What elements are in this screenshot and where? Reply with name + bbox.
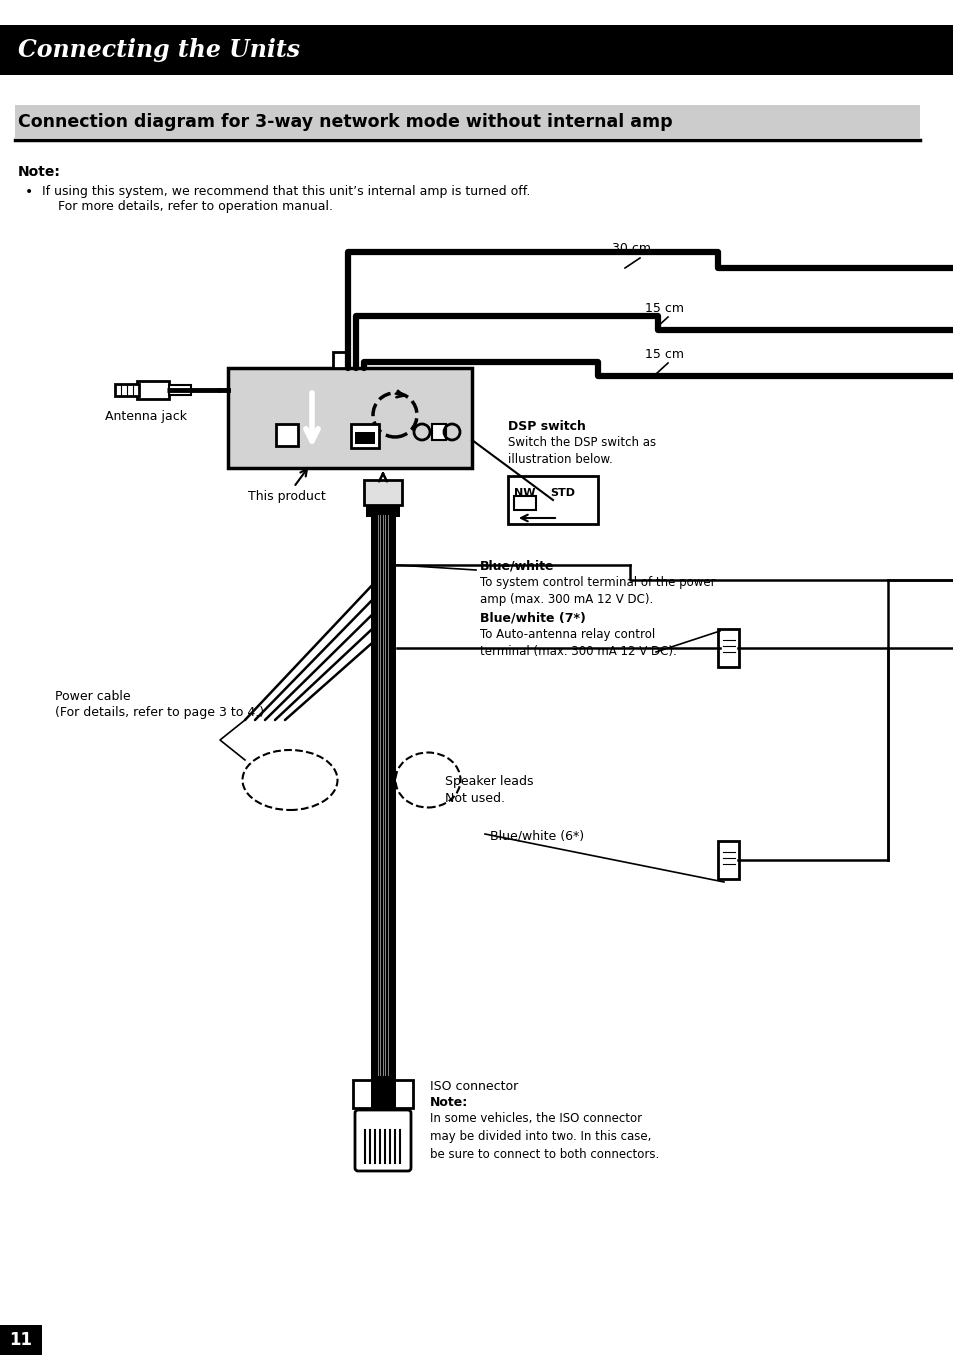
FancyBboxPatch shape bbox=[137, 381, 169, 398]
Text: To Auto-antenna relay control
terminal (max. 300 mA 12 V DC).: To Auto-antenna relay control terminal (… bbox=[479, 627, 676, 659]
Text: Connecting the Units: Connecting the Units bbox=[18, 38, 299, 62]
Bar bbox=[364, 480, 401, 505]
FancyBboxPatch shape bbox=[718, 629, 739, 667]
Text: Power cable: Power cable bbox=[55, 690, 131, 703]
Text: If using this system, we recommend that this unit’s internal amp is turned off.: If using this system, we recommend that … bbox=[42, 186, 530, 198]
Text: Speaker leads: Speaker leads bbox=[444, 775, 533, 789]
Text: ISO connector: ISO connector bbox=[430, 1080, 517, 1093]
Text: NW: NW bbox=[514, 488, 535, 499]
FancyBboxPatch shape bbox=[275, 424, 297, 446]
Text: 11: 11 bbox=[10, 1331, 32, 1350]
Text: In some vehicles, the ISO connector
may be divided into two. In this case,
be su: In some vehicles, the ISO connector may … bbox=[430, 1112, 659, 1161]
Text: Connection diagram for 3-way network mode without internal amp: Connection diagram for 3-way network mod… bbox=[18, 112, 672, 131]
FancyBboxPatch shape bbox=[115, 383, 139, 396]
FancyBboxPatch shape bbox=[718, 840, 739, 878]
Bar bbox=[333, 352, 349, 369]
Text: •: • bbox=[25, 186, 33, 199]
Text: For more details, refer to operation manual.: For more details, refer to operation man… bbox=[58, 201, 333, 213]
Bar bbox=[507, 476, 598, 524]
Bar bbox=[228, 369, 472, 467]
Text: 15 cm: 15 cm bbox=[644, 348, 683, 360]
Text: Blue/white (7*): Blue/white (7*) bbox=[479, 612, 585, 625]
Text: Note:: Note: bbox=[430, 1096, 468, 1108]
Bar bbox=[355, 432, 375, 444]
Bar bbox=[432, 424, 446, 440]
Text: Blue/white: Blue/white bbox=[479, 560, 554, 573]
Text: This product: This product bbox=[248, 469, 325, 503]
Bar bbox=[366, 505, 399, 518]
FancyBboxPatch shape bbox=[169, 385, 191, 396]
Text: (For details, refer to page 3 to 4.): (For details, refer to page 3 to 4.) bbox=[55, 706, 264, 720]
Text: Antenna jack: Antenna jack bbox=[105, 411, 187, 423]
Bar bbox=[514, 496, 536, 509]
Text: DSP switch: DSP switch bbox=[507, 420, 585, 434]
Text: To system control terminal of the power
amp (max. 300 mA 12 V DC).: To system control terminal of the power … bbox=[479, 576, 715, 606]
Bar bbox=[15, 104, 919, 138]
Bar bbox=[353, 1080, 413, 1108]
FancyBboxPatch shape bbox=[351, 424, 378, 449]
FancyBboxPatch shape bbox=[355, 1110, 411, 1171]
Bar bbox=[0, 1325, 42, 1355]
Text: Not used.: Not used. bbox=[444, 793, 504, 805]
Text: Blue/white (6*): Blue/white (6*) bbox=[490, 831, 583, 843]
Bar bbox=[0, 24, 953, 75]
Text: Note:: Note: bbox=[18, 165, 61, 179]
Text: 30 cm: 30 cm bbox=[612, 243, 650, 255]
Text: Switch the DSP switch as
illustration below.: Switch the DSP switch as illustration be… bbox=[507, 436, 656, 466]
Text: STD: STD bbox=[550, 488, 575, 499]
Text: 15 cm: 15 cm bbox=[644, 302, 683, 314]
